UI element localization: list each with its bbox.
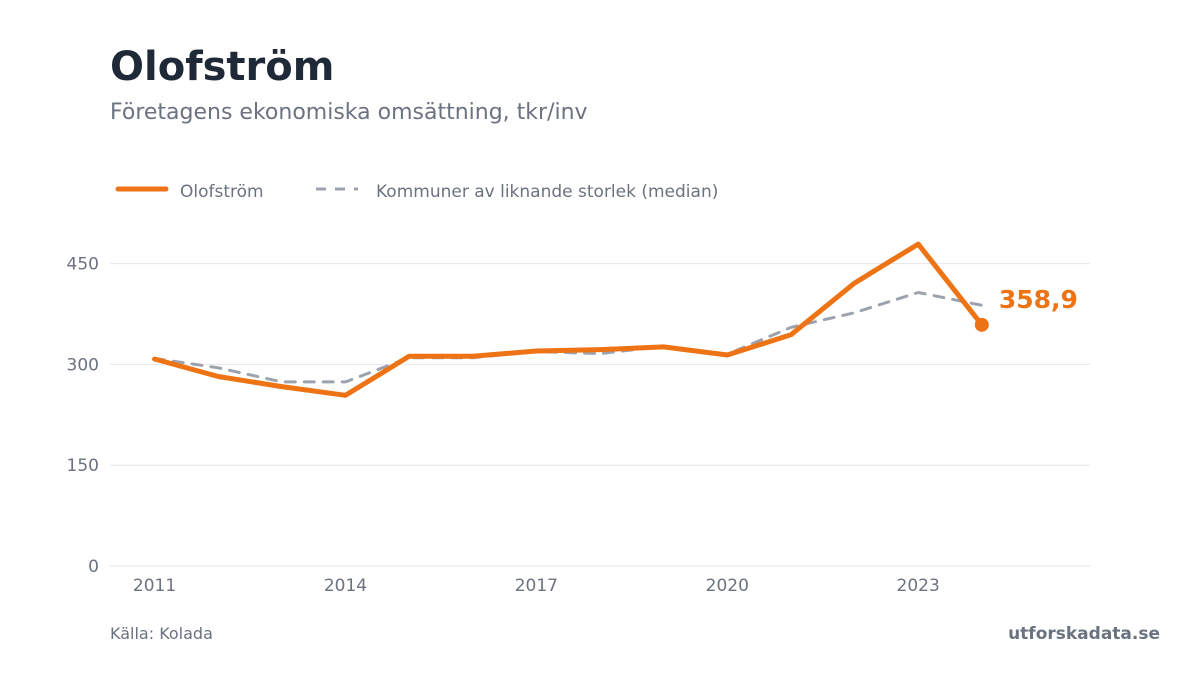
chart-title: Olofström (110, 44, 335, 90)
x-tick-label-2011: 2011 (133, 576, 176, 596)
grid-lines (110, 263, 1090, 567)
brand-link[interactable]: utforskadata.se (1008, 624, 1160, 644)
y-tick-label-450: 450 (67, 255, 99, 275)
end-marker-group: 358,9 (974, 285, 1078, 332)
x-tick-label-2014: 2014 (324, 576, 367, 596)
y-tick-label-0: 0 (88, 557, 99, 577)
y-axis: 0 150 300 450 (67, 255, 99, 577)
x-tick-label-2017: 2017 (515, 576, 558, 596)
legend-label-olofstrom: Olofström (180, 182, 264, 202)
series-line-median (153, 291, 984, 384)
chart-subtitle: Företagens ekonomiska omsättning, tkr/in… (110, 100, 588, 125)
y-tick-label-300: 300 (67, 355, 99, 375)
series-line-olofstrom (152, 241, 985, 398)
end-point-marker (974, 317, 989, 332)
x-tick-label-2023: 2023 (897, 576, 940, 596)
source-note: Källa: Kolada (110, 624, 213, 643)
legend-label-median: Kommuner av liknande storlek (median) (376, 182, 718, 202)
y-tick-label-150: 150 (67, 456, 99, 476)
x-tick-label-2020: 2020 (706, 576, 749, 596)
legend: Olofström Kommuner av liknande storlek (… (115, 182, 718, 202)
end-value-label: 358,9 (999, 285, 1078, 314)
series-group (152, 241, 985, 398)
x-axis: 2011 2014 2017 2020 2023 (133, 576, 940, 596)
